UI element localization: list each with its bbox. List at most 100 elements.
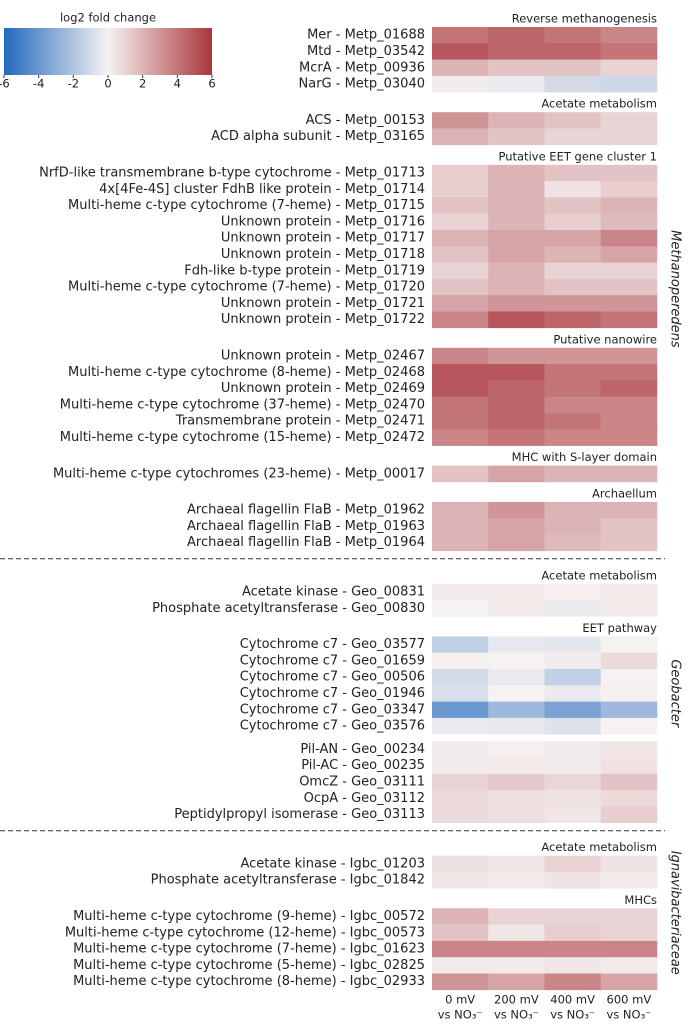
heatmap-cell: [544, 973, 602, 991]
column-label: vs NO₃⁻: [494, 1008, 539, 1022]
heatmap-cell: [432, 501, 489, 519]
heatmap-cell: [600, 518, 658, 535]
heatmap-cell: [432, 213, 489, 231]
heatmap-cell: [488, 600, 545, 617]
heatmap-cell: [488, 757, 545, 775]
heatmap-cell: [488, 59, 545, 77]
heatmap-cell: [600, 181, 658, 198]
heatmap-cell: [600, 757, 658, 775]
heatmap-cell: [544, 518, 602, 535]
organism-label: Geobacter: [668, 659, 683, 728]
row-label: Unknown protein - Metp_01717: [221, 231, 425, 246]
heatmap-cell: [488, 295, 545, 312]
heatmap-cell: [544, 741, 602, 758]
row-label: Cytochrome c7 - Geo_01946: [240, 686, 425, 701]
row-label: McrA - Metp_00936: [299, 60, 425, 75]
heatmap-cell: [600, 380, 658, 397]
heatmap-cell: [432, 908, 489, 925]
heatmap-cell: [544, 717, 602, 735]
heatmap-cell: [544, 246, 602, 263]
heatmap-cell: [544, 924, 602, 942]
heatmap-cell: [544, 757, 602, 775]
heatmap-cell: [544, 685, 602, 702]
heatmap-cell: [488, 855, 545, 873]
row-label: Multi-heme c-type cytochrome (8-heme) - …: [73, 974, 425, 989]
heatmap-cell: [432, 43, 489, 60]
group-title: Archaellum: [592, 486, 657, 500]
row-label: NrfD-like transmembrane b-type cytochrom…: [39, 165, 425, 180]
colorbar-tick-label: 4: [174, 77, 181, 91]
heatmap-cell: [432, 636, 489, 653]
row-label: OmcZ - Geo_03111: [299, 774, 425, 789]
heatmap-cell: [488, 181, 545, 198]
row-label: 4x[4Fe-4S] cluster FdhB like protein - M…: [99, 182, 425, 197]
group-title: MHCs: [624, 893, 657, 907]
row-label: Archaeal flagellin FlaB - Metp_01962: [187, 503, 425, 518]
group-title: MHC with S-layer domain: [512, 450, 657, 464]
heatmap-cell: [600, 908, 658, 925]
row-label: Multi-heme c-type cytochrome (5-heme) - …: [73, 958, 425, 973]
heatmap-cell: [432, 295, 489, 312]
heatmap-cell: [600, 685, 658, 702]
heatmap-cell: [432, 600, 489, 617]
heatmap-cell: [544, 197, 602, 214]
heatmap-cell: [432, 278, 489, 296]
heatmap-cell: [600, 43, 658, 60]
group-title: Acetate metabolism: [541, 840, 657, 854]
heatmap-cell: [488, 347, 545, 365]
heatmap-cell: [600, 973, 658, 991]
heatmap-cell: [432, 957, 489, 974]
column-label: 600 mV: [607, 993, 652, 1007]
heatmap-cell: [600, 396, 658, 414]
heatmap-cell: [544, 501, 602, 519]
heatmap-cell: [432, 940, 489, 958]
heatmap-cell: [600, 230, 658, 247]
heatmap-cell: [544, 773, 602, 791]
heatmap-cell: [432, 396, 489, 414]
row-label: Multi-heme c-type cytochrome (7-heme) - …: [68, 198, 425, 213]
heatmap-cell: [544, 701, 602, 719]
row-label: Multi-heme c-type cytochrome (7-heme) - …: [73, 942, 425, 957]
heatmap-cell: [600, 27, 658, 44]
heatmap-cell: [488, 112, 545, 129]
heatmap-cell: [600, 429, 658, 446]
heatmap-cell: [600, 128, 658, 146]
row-label: OcpA - Geo_03112: [304, 791, 425, 806]
row-label: Archaeal flagellin FlaB - Metp_01963: [187, 519, 425, 534]
heatmap-cell: [488, 908, 545, 925]
heatmap-cell: [600, 246, 658, 263]
colorbar-tick-label: -6: [0, 77, 10, 91]
heatmap-cell: [488, 973, 545, 991]
group-title: Putative EET gene cluster 1: [498, 149, 657, 163]
row-label: Phosphate acetyltransferase - Geo_00830: [152, 601, 425, 616]
organism-label: Methanoperedens: [668, 230, 683, 348]
row-label: Multi-heme c-type cytochrome (15-heme) -…: [60, 430, 425, 445]
heatmap-cell: [488, 701, 545, 719]
heatmap-cell: [488, 872, 545, 889]
heatmap-cell: [600, 501, 658, 519]
heatmap-cell: [488, 396, 545, 414]
heatmap-cell: [600, 465, 658, 483]
heatmap-cell: [432, 924, 489, 942]
heatmap-cell: [488, 717, 545, 735]
group-title: Acetate metabolism: [541, 97, 657, 111]
row-label: Cytochrome c7 - Geo_03347: [240, 702, 425, 717]
heatmap-cell: [488, 311, 545, 329]
heatmap-cell: [600, 717, 658, 735]
row-label: NarG - Metp_03040: [299, 77, 425, 92]
heatmap-cell: [432, 112, 489, 129]
heatmap-cell: [544, 806, 602, 823]
heatmap-cell: [432, 855, 489, 873]
group-title: Putative nanowire: [553, 332, 657, 346]
heatmap-cell: [544, 262, 602, 280]
heatmap-cell: [488, 43, 545, 60]
heatmap-cell: [432, 806, 489, 823]
column-label: vs NO₃⁻: [606, 1008, 651, 1022]
heatmap-cell: [600, 583, 658, 601]
row-label: Multi-heme c-type cytochromes (23-heme) …: [53, 466, 425, 481]
row-label: Acetate kinase - Geo_00831: [242, 584, 425, 599]
heatmap-cell: [488, 27, 545, 44]
heatmap-cell: [432, 364, 489, 381]
heatmap-cell: [432, 669, 489, 686]
